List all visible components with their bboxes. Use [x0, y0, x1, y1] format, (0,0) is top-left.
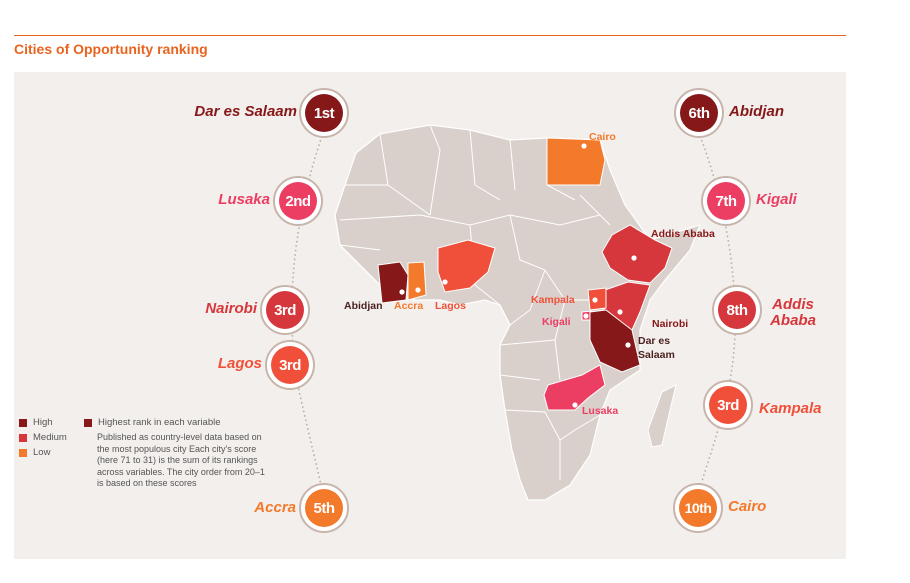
- rank-value: 5th: [305, 489, 343, 527]
- legend-high: High: [19, 417, 53, 428]
- lagos-dot: [442, 279, 448, 285]
- legend-swatch-low: [19, 448, 27, 457]
- cairo-dot: [581, 143, 587, 149]
- rank-value: 8th: [718, 291, 756, 329]
- ranking-city-lagos: Lagos: [217, 355, 262, 372]
- ranking-city-kampala: Kampala: [759, 400, 822, 417]
- ghana-region: [407, 261, 427, 301]
- rank-value: 3rd: [709, 386, 747, 424]
- africa-continent: [334, 124, 702, 501]
- legend-swatch-medium: [19, 433, 27, 442]
- ranking-city-accra: Accra: [254, 499, 296, 516]
- nigeria-region: [437, 239, 496, 293]
- rank-badge-lagos: 3rd: [265, 340, 315, 390]
- abidjan-dot: [399, 289, 405, 295]
- rank-badge-lusaka: 2nd: [273, 176, 323, 226]
- kampala-dot: [592, 297, 598, 303]
- legend-label-high: High: [33, 417, 53, 428]
- legend-highest-rank: Highest rank in each variable: [84, 417, 221, 428]
- map-label-salaam: Salaam: [638, 349, 675, 361]
- top-rule: [14, 35, 846, 36]
- map-label-addis-ababa: Addis Ababa: [651, 228, 715, 240]
- page-title: Cities of Opportunity ranking: [14, 41, 208, 57]
- legend-medium: Medium: [19, 432, 67, 443]
- legend-label-low: Low: [33, 447, 51, 458]
- legend-label-highest: Highest rank in each variable: [98, 417, 221, 428]
- tanzania-region: [589, 309, 641, 373]
- rank-badge-dar-es-salaam: 1st: [299, 88, 349, 138]
- rank-badge-kampala: 3rd: [703, 380, 753, 430]
- rank-value: 7th: [707, 182, 745, 220]
- ranking-city-abidjan: Abidjan: [729, 103, 784, 120]
- rank-value: 6th: [680, 94, 718, 132]
- map-label-lagos: Lagos: [435, 300, 466, 312]
- ranking-city-lusaka: Lusaka: [218, 191, 270, 208]
- map-label-kigali: Kigali: [542, 316, 571, 328]
- nairobi-dot: [617, 309, 623, 315]
- rank-badge-kigali: 7th: [701, 176, 751, 226]
- rank-badge-accra: 5th: [299, 483, 349, 533]
- rank-badge-nairobi: 3rd: [260, 285, 310, 335]
- rank-value: 2nd: [279, 182, 317, 220]
- egypt-region: [546, 137, 606, 186]
- lusaka-dot: [572, 402, 578, 408]
- map-label-nairobi: Nairobi: [652, 318, 689, 330]
- legend-swatch-high: [19, 418, 27, 427]
- accra-dot: [415, 287, 421, 293]
- map-label-kampala: Kampala: [531, 294, 575, 306]
- map-label-cairo: Cairo: [589, 131, 616, 143]
- cote-divoire-region: [377, 261, 409, 304]
- rank-badge-abidjan: 6th: [674, 88, 724, 138]
- rank-value: 3rd: [271, 346, 309, 384]
- country-borders: [339, 124, 611, 480]
- map-label-accra: Accra: [394, 300, 424, 312]
- rank-value: 3rd: [266, 291, 304, 329]
- rank-badge-cairo: 10th: [673, 483, 723, 533]
- rank-value: 1st: [305, 94, 343, 132]
- ranking-city-kigali: Kigali: [756, 191, 797, 208]
- map-label-abidjan: Abidjan: [344, 300, 383, 312]
- map-label-dar-es: Dar es: [638, 335, 671, 347]
- addis-dot: [631, 255, 637, 261]
- map-label-lusaka: Lusaka: [582, 405, 619, 417]
- rank-value: 10th: [679, 489, 717, 527]
- rank-badge-addis-ababa: 8th: [712, 285, 762, 335]
- ranking-city-dar-es-salaam: Dar es Salaam: [194, 103, 297, 120]
- legend-low: Low: [19, 447, 50, 458]
- zambia-region: [543, 364, 606, 411]
- legend-swatch-highest: [84, 418, 92, 427]
- dar-dot: [625, 342, 631, 348]
- ranking-city-cairo: Cairo: [728, 498, 767, 515]
- kigali-dot: [583, 313, 589, 319]
- legend-label-medium: Medium: [33, 432, 67, 443]
- ranking-city-addis-ababa: Addis Ababa: [770, 296, 816, 329]
- ranking-city-nairobi: Nairobi: [205, 300, 257, 317]
- ethiopia-region: [601, 224, 673, 284]
- legend-note: Published as country-level data based on…: [97, 432, 265, 488]
- city-dots: [399, 143, 637, 408]
- madagascar: [647, 384, 677, 448]
